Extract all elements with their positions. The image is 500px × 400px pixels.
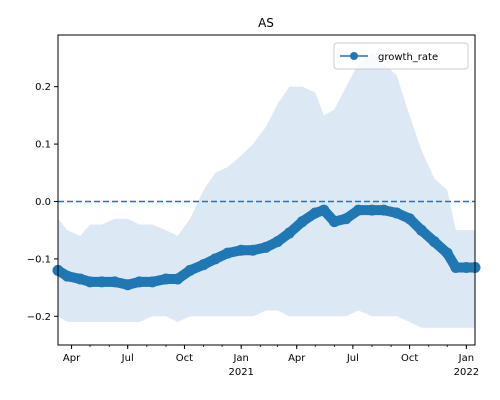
x-tick-year-label: 2022 xyxy=(454,367,479,378)
data-point xyxy=(209,253,221,265)
data-point xyxy=(235,244,247,256)
chart-title: AS xyxy=(258,16,274,30)
y-axis: −0.2 −0.1 0.0 0.1 0.2 xyxy=(27,82,58,323)
data-point xyxy=(309,207,321,219)
confidence-band xyxy=(58,52,475,328)
data-point xyxy=(122,279,134,291)
x-tick-year-label: 2021 xyxy=(228,367,253,378)
axes-frame xyxy=(57,34,476,346)
data-point xyxy=(415,224,427,236)
data-point xyxy=(133,276,145,288)
data-point xyxy=(460,262,472,273)
data-point xyxy=(296,216,308,228)
y-tick-label: 0.1 xyxy=(35,140,51,151)
data-point xyxy=(441,247,453,259)
legend-box xyxy=(333,42,469,70)
data-point xyxy=(109,276,121,288)
data-point xyxy=(146,276,158,288)
y-tick-label: 0.0 xyxy=(35,197,51,208)
y-tick-label: −0.2 xyxy=(27,312,51,323)
data-point xyxy=(260,241,272,253)
data-point xyxy=(160,273,172,285)
data-point xyxy=(428,236,440,248)
data-point xyxy=(96,276,108,288)
data-point xyxy=(272,236,284,248)
data-point xyxy=(378,204,390,216)
x-tick-label: Apr xyxy=(63,353,81,364)
data-point xyxy=(74,273,86,285)
x-axis: Apr Jul Oct Jan 2021 Apr Jul Oct Jan 2022 xyxy=(63,345,479,378)
data-point xyxy=(366,204,378,216)
data-point xyxy=(172,273,184,285)
data-point xyxy=(318,204,330,216)
data-point xyxy=(328,216,340,228)
data-point xyxy=(340,213,352,225)
x-tick-label: Jul xyxy=(121,353,134,364)
y-tick-label: −0.1 xyxy=(27,254,51,265)
x-tick-label: Oct xyxy=(401,353,418,364)
data-point xyxy=(84,276,96,288)
data-point xyxy=(352,204,364,216)
data-point xyxy=(391,207,403,219)
x-tick-label: Oct xyxy=(176,353,193,364)
data-point xyxy=(184,264,196,276)
legend-marker-swatch xyxy=(350,52,358,60)
x-tick-label: Jul xyxy=(346,353,359,364)
data-point xyxy=(222,247,234,259)
confidence-band-layer xyxy=(58,52,475,328)
data-point xyxy=(404,213,416,225)
x-tick-label: Jan xyxy=(458,353,474,364)
legend: growth_rate xyxy=(333,42,469,70)
data-point xyxy=(198,259,210,271)
legend-entry-growth-rate: growth_rate xyxy=(378,52,438,63)
x-tick-label: Apr xyxy=(288,353,306,364)
y-tick-label: 0.2 xyxy=(35,82,51,93)
x-tick-label: Jan xyxy=(232,353,248,364)
data-point xyxy=(61,270,73,282)
data-point xyxy=(283,227,295,239)
data-point xyxy=(450,262,462,273)
data-point xyxy=(247,244,259,256)
series-layer xyxy=(52,204,481,291)
